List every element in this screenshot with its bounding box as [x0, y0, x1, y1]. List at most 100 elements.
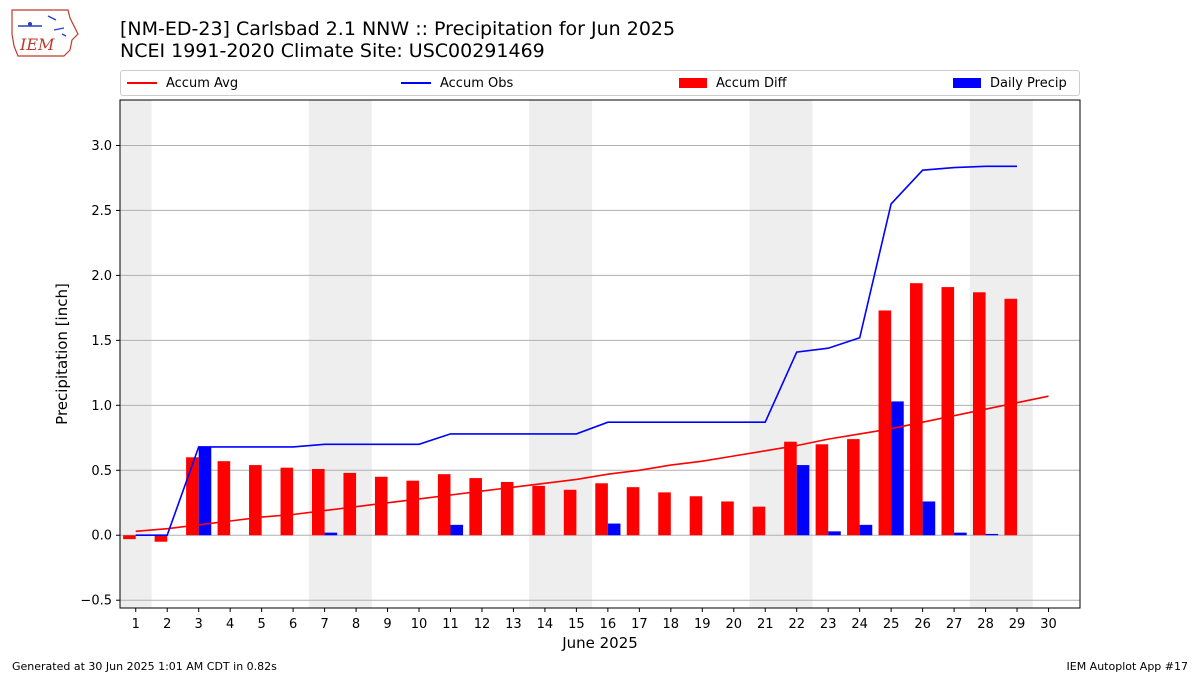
plot-frame	[119, 99, 1081, 609]
accum-diff-bar-14	[532, 485, 545, 536]
accum-diff-bar-23	[815, 444, 829, 536]
legend-swatch-accum-diff	[679, 78, 707, 88]
chart-subtitle: NCEI 1991-2020 Climate Site: USC00291469	[120, 40, 545, 62]
accum-diff-bar-5	[249, 465, 262, 536]
x-tick-label-11: 11	[442, 617, 459, 632]
y-tick-label-2: 0.5	[91, 464, 112, 479]
y-tick-label-3: 1.0	[91, 399, 112, 414]
daily-precip-bar-22	[796, 465, 810, 536]
legend-swatch-daily-precip	[953, 78, 981, 88]
y-axis-label: Precipitation [inch]	[53, 283, 71, 425]
accum-diff-bar-12	[469, 478, 482, 536]
x-axis-label: June 2025	[562, 634, 638, 652]
x-tick-label-1: 1	[132, 617, 140, 632]
x-tick-label-17: 17	[631, 617, 648, 632]
x-tick-label-4: 4	[226, 617, 234, 632]
accum-diff-bar-15	[563, 489, 577, 536]
accum-diff-bar-22	[784, 441, 797, 536]
x-tick-label-12: 12	[474, 617, 491, 632]
y-tick-label-5: 2.0	[91, 269, 112, 284]
x-tick-label-15: 15	[568, 617, 585, 632]
legend-swatch-accum-obs	[401, 82, 431, 84]
daily-precip-bar-7	[324, 532, 338, 536]
x-tick-label-26: 26	[914, 617, 931, 632]
accum-diff-bar-11	[437, 474, 451, 536]
x-tick-label-2: 2	[163, 617, 171, 632]
accum-diff-bar-21	[752, 506, 766, 536]
legend-swatch-accum-avg	[127, 82, 157, 84]
accum-diff-bar-26	[910, 283, 923, 536]
x-tick-label-10: 10	[411, 617, 428, 632]
x-tick-label-30: 30	[1040, 617, 1057, 632]
accum-diff-bar-28	[972, 292, 986, 536]
accum-obs-line	[135, 165, 1017, 537]
x-tick-label-18: 18	[663, 617, 680, 632]
legend-item-accum-obs: Accum Obs	[401, 71, 513, 95]
x-tick-label-5: 5	[257, 617, 265, 632]
legend-item-accum-diff: Accum Diff	[679, 71, 787, 95]
daily-precip-bar-23	[828, 531, 841, 536]
accum-diff-bar-17	[626, 487, 640, 536]
y-tick-label-0: −0.5	[80, 594, 112, 609]
accum-diff-bar-9	[374, 476, 388, 536]
logo-text: IEM	[19, 35, 55, 54]
legend-label-accum-obs: Accum Obs	[440, 75, 514, 91]
chart-title: [NM-ED-23] Carlsbad 2.1 NNW :: Precipita…	[120, 18, 676, 40]
daily-precip-bar-11	[450, 524, 464, 536]
accum-diff-bar-4	[217, 461, 231, 536]
accum-diff-bar-18	[658, 492, 671, 536]
legend-label-accum-diff: Accum Diff	[716, 75, 787, 91]
daily-precip-bar-26	[922, 501, 936, 536]
accum-diff-bar-3	[186, 457, 199, 536]
accum-diff-bar-20	[721, 501, 734, 536]
y-tick-label-1: 0.0	[91, 529, 112, 544]
iem-logo: IEM	[11, 9, 79, 57]
x-tick-label-23: 23	[820, 617, 837, 632]
legend-item-accum-avg: Accum Avg	[127, 71, 238, 95]
daily-precip-bar-16	[607, 523, 621, 536]
daily-precip-bar-24	[859, 524, 873, 536]
x-tick-label-19: 19	[694, 617, 711, 632]
y-tick-label-6: 2.5	[91, 204, 112, 219]
x-tick-label-3: 3	[195, 617, 203, 632]
x-tick-label-13: 13	[505, 617, 522, 632]
x-tick-label-24: 24	[851, 617, 868, 632]
accum-diff-bar-27	[941, 287, 955, 536]
x-tick-label-6: 6	[289, 617, 297, 632]
accum-diff-bar-2	[154, 535, 168, 542]
accum-diff-bar-8	[343, 472, 357, 536]
x-tick-label-22: 22	[788, 617, 805, 632]
accum-diff-bar-13	[500, 481, 514, 536]
x-tick-label-29: 29	[1009, 617, 1026, 632]
accum-diff-bar-7	[312, 468, 325, 536]
generated-footer: Generated at 30 Jun 2025 1:01 AM CDT in …	[12, 660, 277, 673]
app-footer: IEM Autoplot App #17	[1066, 660, 1189, 673]
accum-diff-bar-24	[847, 439, 860, 536]
y-tick-label-7: 3.0	[91, 139, 112, 154]
accum-diff-bar-1	[123, 535, 136, 540]
legend-label-daily-precip: Daily Precip	[990, 75, 1067, 91]
x-tick-label-21: 21	[757, 617, 774, 632]
x-tick-label-9: 9	[383, 617, 391, 632]
accum-diff-bar-6	[280, 467, 294, 536]
accum-diff-bar-16	[595, 483, 608, 536]
y-tick-label-4: 1.5	[91, 334, 112, 349]
legend-label-accum-avg: Accum Avg	[166, 75, 239, 91]
daily-precip-bar-28	[985, 533, 999, 536]
x-tick-label-8: 8	[352, 617, 360, 632]
weekend-band-0	[120, 100, 152, 608]
legend: Accum Avg Accum Obs Accum Diff Daily Pre…	[120, 70, 1080, 96]
x-tick-label-25: 25	[883, 617, 900, 632]
x-tick-label-27: 27	[946, 617, 963, 632]
x-tick-label-16: 16	[600, 617, 617, 632]
accum-diff-bar-25	[878, 310, 892, 536]
daily-precip-bar-27	[954, 532, 967, 536]
x-tick-label-28: 28	[977, 617, 994, 632]
accum-diff-bar-19	[689, 496, 703, 536]
legend-item-daily-precip: Daily Precip	[953, 71, 1067, 95]
accum-diff-bar-10	[406, 480, 420, 536]
x-tick-label-7: 7	[320, 617, 328, 632]
daily-precip-bar-25	[891, 401, 904, 536]
